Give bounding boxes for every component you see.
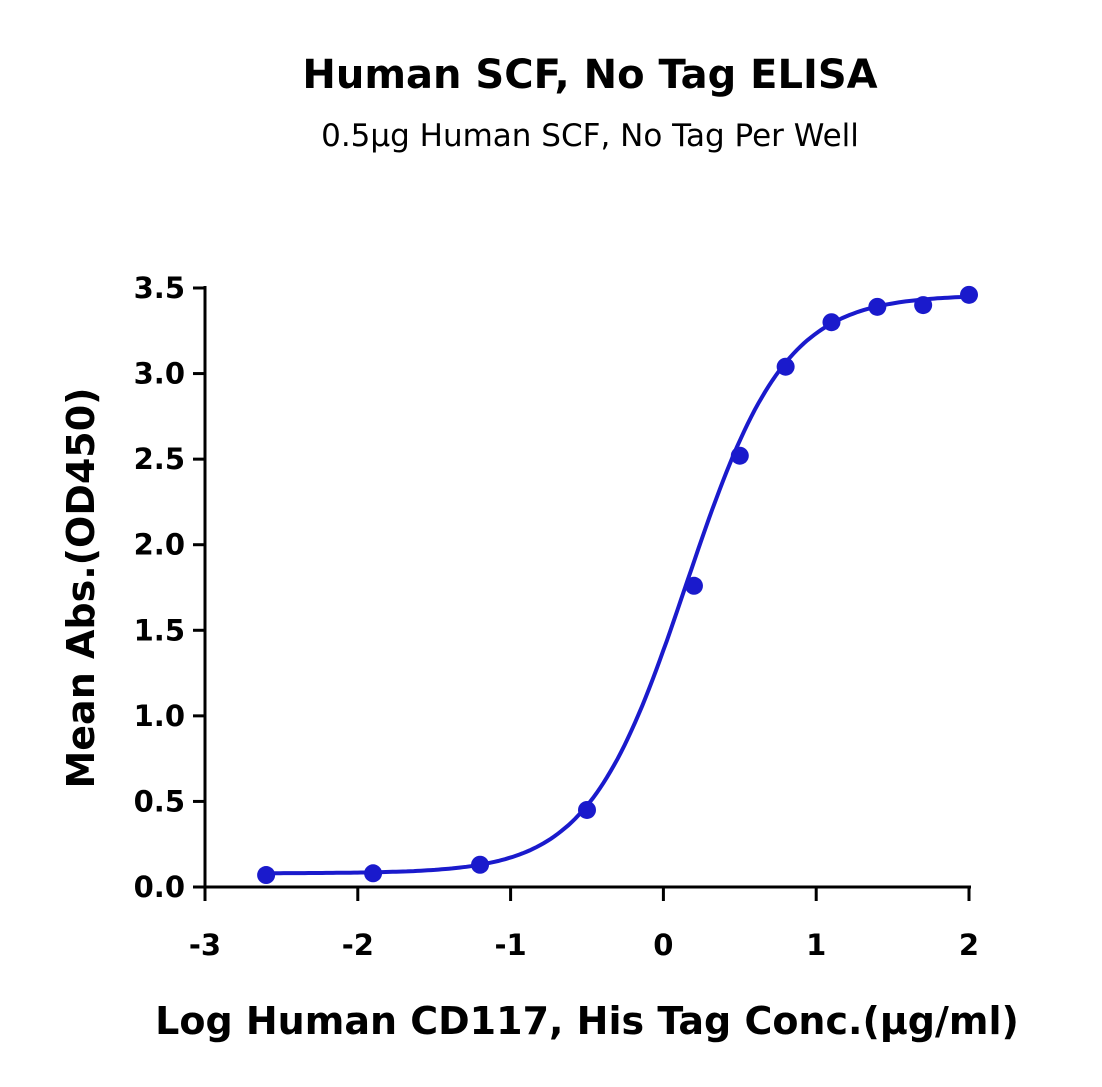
- data-point: [257, 866, 276, 885]
- fit-curve: [266, 294, 970, 876]
- x-axis-label: Log Human CD117, His Tag Conc.(μg/ml): [155, 999, 1019, 1043]
- axes: 0.0 0.5 1.0 1.5 2.0 2.5 3.0 3.5 -3 -2 -1 0 1 2: [134, 271, 979, 962]
- data-point: [471, 855, 490, 874]
- y-tick-label: 3.0: [134, 357, 185, 391]
- y-tick-label: 0.5: [134, 784, 185, 818]
- x-tick-label: -3: [189, 928, 221, 962]
- y-tick-label: 1.5: [134, 613, 185, 647]
- data-point: [960, 285, 978, 304]
- y-tick-label: 1.0: [134, 699, 185, 733]
- chart-subtitle: 0.5μg Human SCF, No Tag Per Well: [321, 118, 859, 154]
- y-tick-label: 0.0: [134, 870, 185, 904]
- data-point: [776, 357, 795, 376]
- data-point: [578, 800, 596, 819]
- y-tick-label: 3.5: [134, 271, 185, 305]
- x-tick-label: 0: [653, 928, 673, 962]
- x-tick-label: -2: [342, 928, 374, 962]
- data-point: [684, 576, 703, 595]
- data-point: [364, 864, 383, 883]
- y-axis-label: Mean Abs.(OD450): [59, 387, 103, 788]
- data-point: [868, 297, 887, 316]
- data-points: [257, 285, 978, 885]
- data-point: [822, 313, 841, 332]
- x-tick-label: 2: [959, 928, 979, 962]
- x-tick-label: -1: [494, 928, 526, 962]
- y-tick-label: 2.5: [134, 442, 185, 476]
- data-point: [730, 446, 749, 465]
- x-tick-label: 1: [806, 928, 826, 962]
- fit-curve-group: [266, 294, 970, 876]
- chart-title: Human SCF, No Tag ELISA: [302, 52, 878, 98]
- data-point: [914, 296, 933, 315]
- y-tick-label: 2.0: [134, 528, 185, 562]
